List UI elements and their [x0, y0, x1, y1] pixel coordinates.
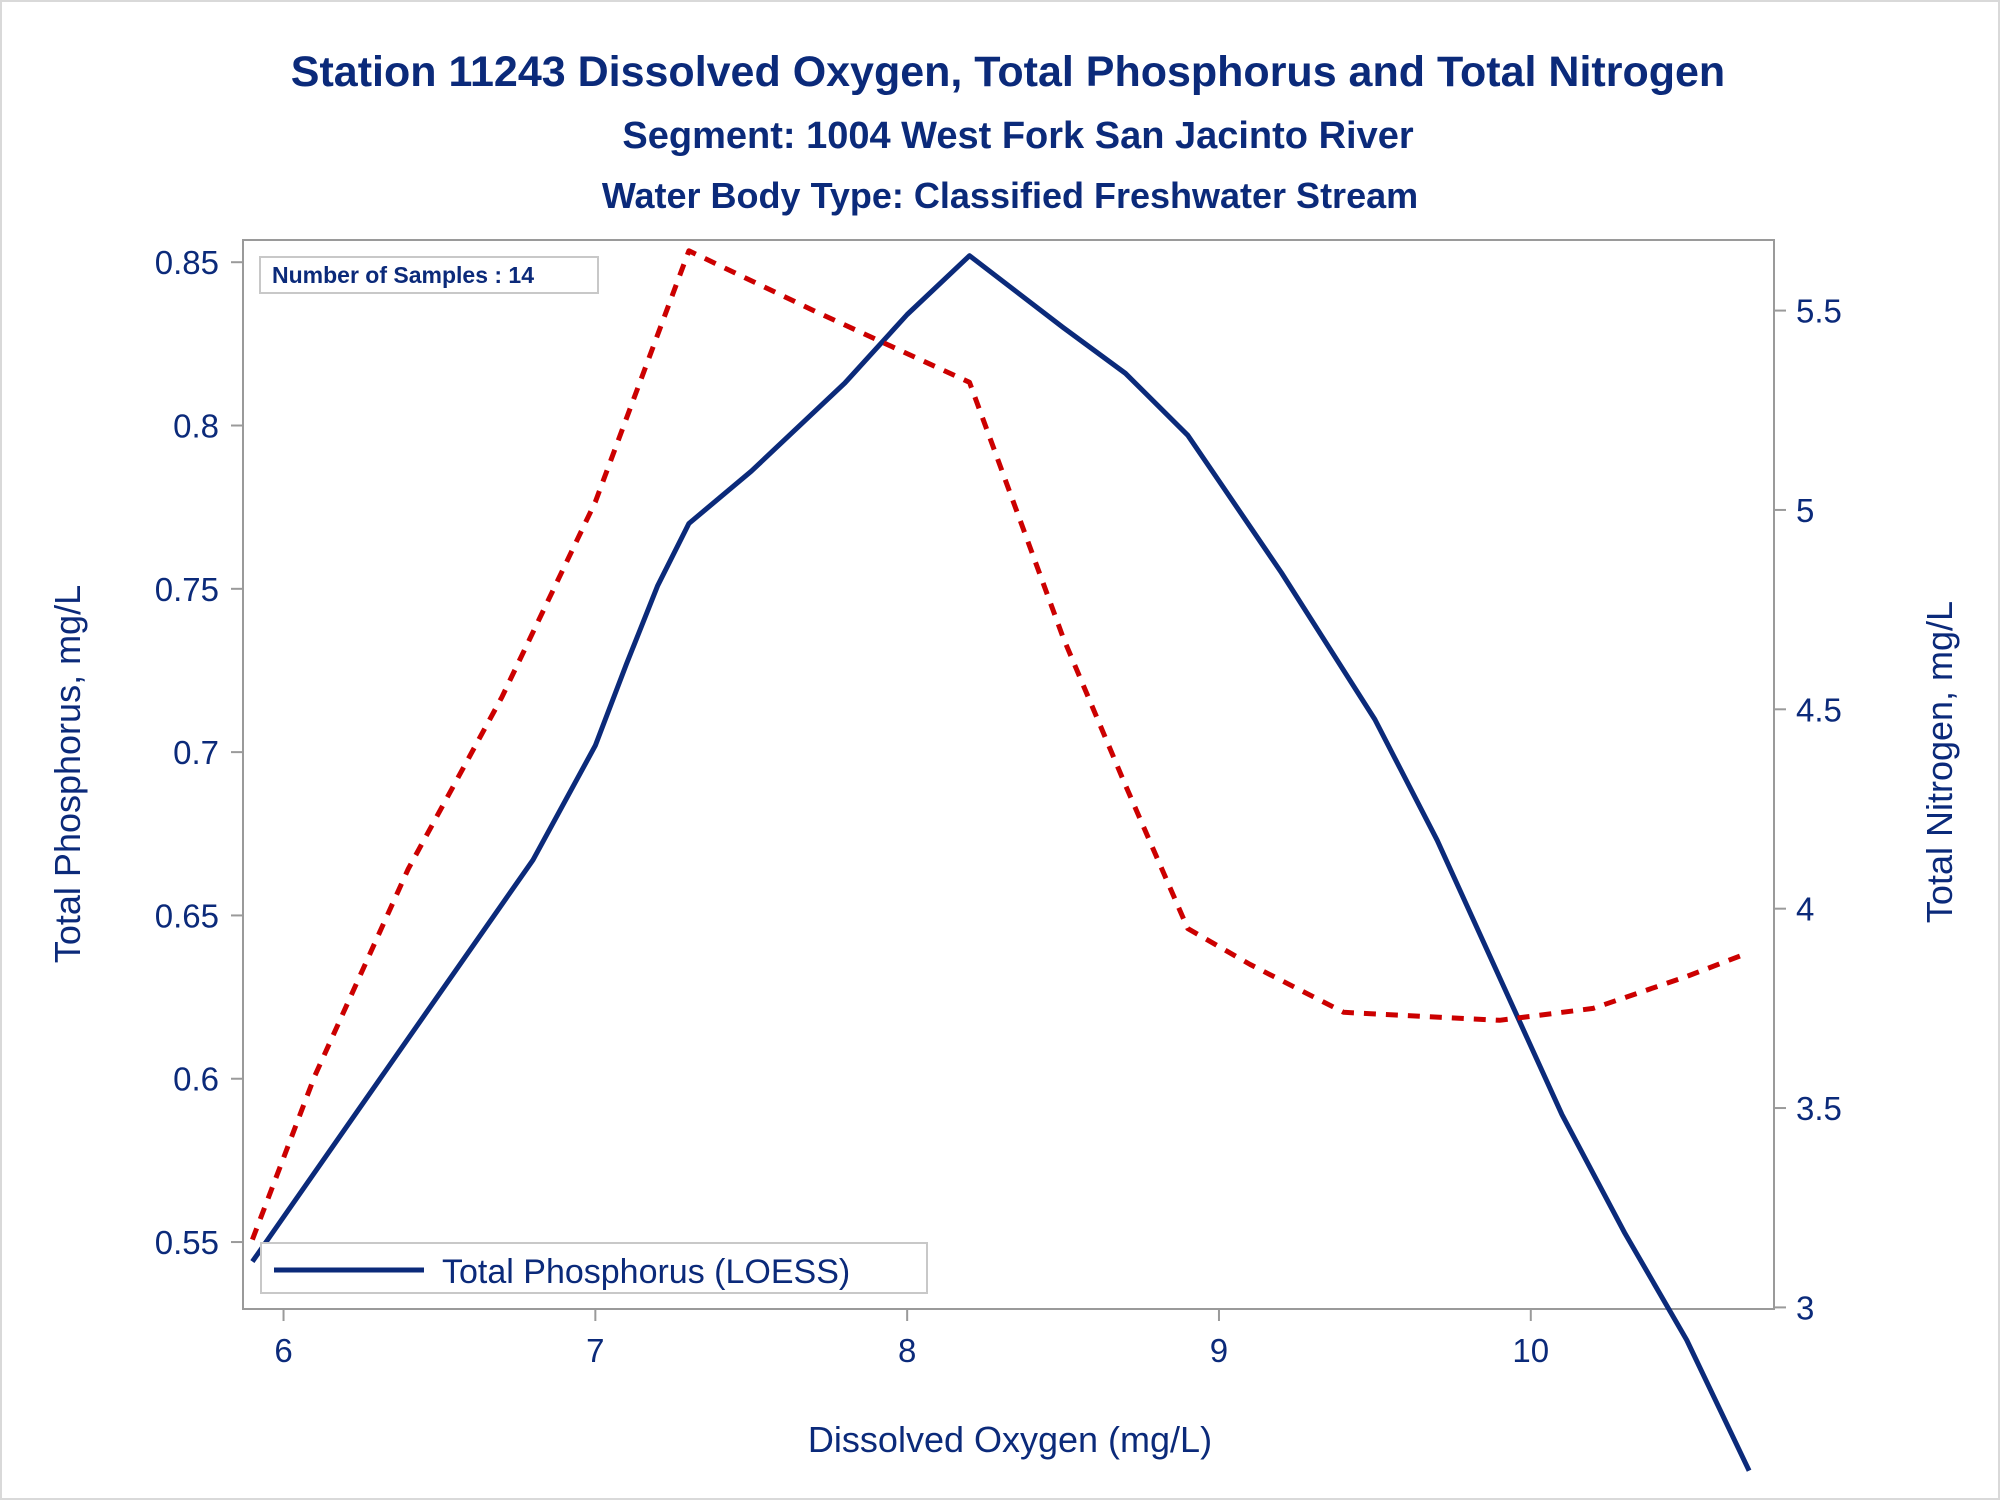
y-left-tick-label: 0.7	[173, 734, 219, 771]
chart-subtitle: Segment: 1004 West Fork San Jacinto Rive…	[622, 115, 1413, 157]
sample-count-label: Number of Samples : 14	[272, 262, 534, 288]
series-layer	[250, 248, 1752, 1472]
x-tick-label: 6	[274, 1332, 292, 1369]
y-left-tick-label: 0.55	[155, 1224, 219, 1261]
y-right-tick-label: 3.5	[1796, 1090, 1842, 1127]
y-left-tick-label: 0.75	[155, 571, 219, 608]
y-left-tick-label: 0.85	[155, 244, 219, 281]
chart-title: Station 11243 Dissolved Oxygen, Total Ph…	[291, 48, 1725, 96]
y-axis-left: 0.55 0.6 0.65 0.7 0.75 0.8 0.85	[155, 244, 243, 1261]
y-left-tick-label: 0.6	[173, 1061, 219, 1098]
sample-count-box	[259, 256, 599, 294]
series-line-nitrogen	[250, 248, 1750, 1241]
y-right-tick-label: 4	[1796, 891, 1814, 928]
x-tick-label: 7	[586, 1332, 604, 1369]
y-right-tick-label: 4.5	[1796, 691, 1842, 728]
y-axis-right: 3 3.5 4 4.5 5 5.5	[1774, 293, 1842, 1326]
series-line-phosphorus	[250, 253, 1752, 1472]
legend: Total Phosphorus (LOESS)	[260, 1242, 928, 1294]
plot-area	[242, 239, 1775, 1310]
x-tick-label: 9	[1210, 1332, 1228, 1369]
legend-entry-phosphorus: Total Phosphorus (LOESS)	[442, 1253, 850, 1291]
x-axis: 6 7 8 9 10	[274, 1309, 1549, 1369]
chart-subtitle-2: Water Body Type: Classified Freshwater S…	[602, 175, 1418, 216]
x-tick-label: 8	[898, 1332, 916, 1369]
y-axis-right-label: Total Nitrogen, mg/L	[1919, 601, 1960, 923]
y-right-tick-label: 5	[1796, 492, 1814, 529]
y-axis-left-label: Total Phosphorus, mg/L	[47, 585, 88, 963]
y-left-tick-label: 0.65	[155, 897, 219, 934]
x-axis-label: Dissolved Oxygen (mg/L)	[808, 1419, 1212, 1460]
y-right-tick-label: 5.5	[1796, 293, 1842, 330]
y-left-tick-label: 0.8	[173, 408, 219, 445]
sample-count-inset: Number of Samples : 14	[259, 256, 599, 294]
x-tick-label: 10	[1512, 1332, 1549, 1369]
y-right-tick-label: 3	[1796, 1289, 1814, 1326]
